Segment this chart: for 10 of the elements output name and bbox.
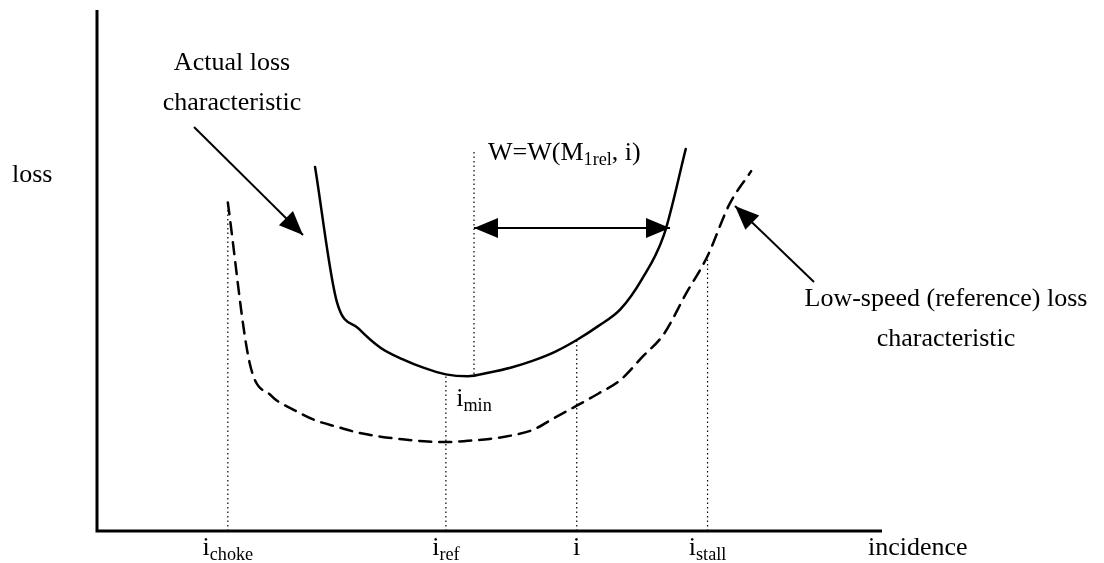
x-tick-label: i$_{stall}$ — [688, 531, 727, 563]
annotation: W=W(M$_{1rel}$, i) — [488, 136, 642, 172]
annotation: i$_{min}$ — [455, 382, 493, 418]
x-tick-label: i$_{choke}$ — [202, 531, 254, 563]
x-axis-title: incidence — [868, 531, 968, 563]
text: Actual loss characteristic — [161, 46, 303, 118]
y-axis-title: loss — [12, 158, 53, 190]
x-tick-label: i$_{ref}$ — [432, 531, 460, 563]
annotation: Low-speed (reference) loss characteristic — [803, 282, 1089, 354]
x-tick-label: i — [573, 531, 581, 563]
